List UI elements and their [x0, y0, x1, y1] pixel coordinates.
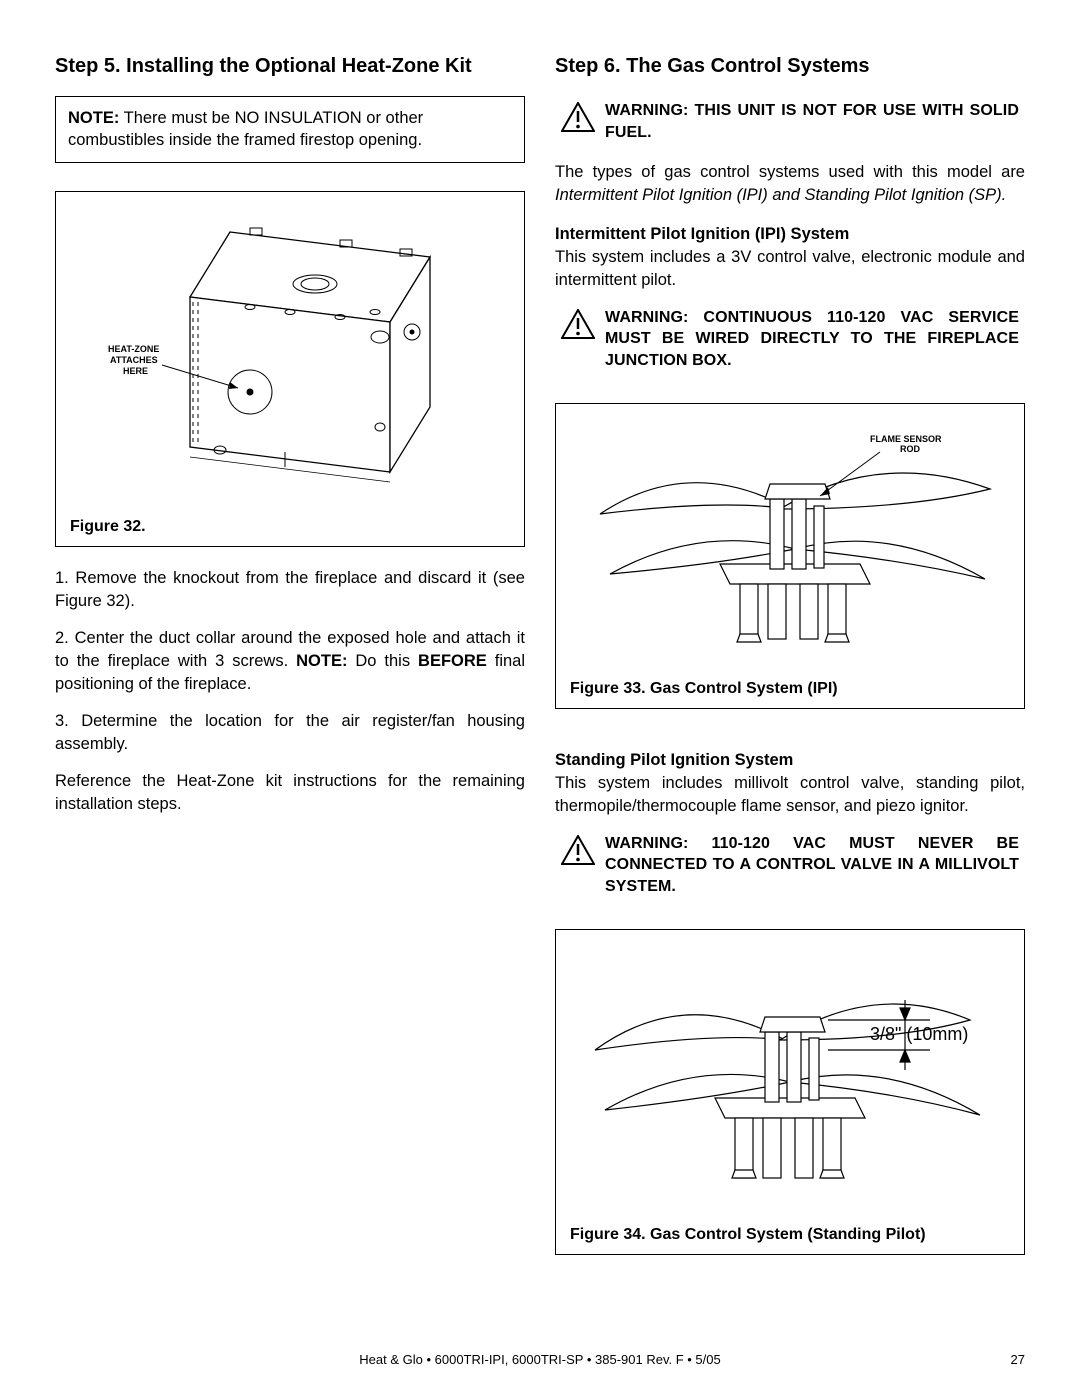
step5-heading: Step 5. Installing the Optional Heat-Zon…	[55, 55, 525, 78]
ipi-text: This system includes a 3V control valve,…	[555, 246, 1025, 292]
figure-33-caption: Figure 33. Gas Control System (IPI)	[566, 680, 1014, 698]
figure-33-box: FLAME SENSOR ROD Figure 33. Gas Control …	[555, 403, 1025, 709]
warning1-text: WARNING: THIS UNIT IS NOT FOR USE WITH S…	[605, 100, 1019, 143]
ipi-subhead: Intermittent Pilot Ignition (IPI) System	[555, 225, 1025, 244]
step5-p3: 3. Determine the location for the air re…	[55, 710, 525, 756]
sp-subhead: Standing Pilot Ignition System	[555, 751, 1025, 770]
figure-32-caption: Figure 32.	[66, 518, 514, 536]
warning-vac-junction: WARNING: CONTINUOUS 110-120 VAC SERVICE …	[555, 303, 1025, 376]
warning3-text: WARNING: 110-120 VAC MUST NEVER BE CONNE…	[605, 833, 1019, 898]
fig32-label-3: HERE	[123, 366, 148, 376]
step5-p4: Reference the Heat-Zone kit instructions…	[55, 770, 525, 816]
warning-icon	[561, 309, 595, 339]
step6-heading: Step 6. The Gas Control Systems	[555, 55, 1025, 78]
note-label: NOTE:	[68, 109, 119, 127]
figure-32-box: HEAT-ZONE ATTACHES HERE Figure 32.	[55, 191, 525, 547]
fig33-label-2: ROD	[900, 444, 921, 454]
fig34-dimension: 3/8" (10mm)	[870, 1024, 968, 1044]
fig33-label-1: FLAME SENSOR	[870, 434, 942, 444]
fig32-label-1: HEAT-ZONE	[108, 344, 159, 354]
footer-text: Heat & Glo • 6000TRI-IPI, 6000TRI-SP • 3…	[359, 1352, 720, 1367]
step5-p2: 2. Center the duct collar around the exp…	[55, 627, 525, 696]
warning-solid-fuel: WARNING: THIS UNIT IS NOT FOR USE WITH S…	[555, 96, 1025, 147]
warning-icon	[561, 835, 595, 865]
figure-34-svg: 3/8" (10mm)	[570, 940, 1010, 1220]
page-footer: Heat & Glo • 6000TRI-IPI, 6000TRI-SP • 3…	[55, 1352, 1025, 1367]
fig32-label-2: ATTACHES	[110, 355, 158, 365]
page-number: 27	[1011, 1352, 1025, 1367]
note-box: NOTE: There must be NO INSULATION or oth…	[55, 96, 525, 163]
figure-32-svg: HEAT-ZONE ATTACHES HERE	[90, 202, 490, 512]
figure-34-caption: Figure 34. Gas Control System (Standing …	[566, 1226, 1014, 1244]
figure-34-box: 3/8" (10mm) Figure 34. Gas Control Syste…	[555, 929, 1025, 1255]
warning-millivolt: WARNING: 110-120 VAC MUST NEVER BE CONNE…	[555, 829, 1025, 902]
step5-p1: 1. Remove the knockout from the fireplac…	[55, 567, 525, 613]
warning-icon	[561, 102, 595, 132]
sp-text: This system includes millivolt control v…	[555, 772, 1025, 818]
warning2-text: WARNING: CONTINUOUS 110-120 VAC SERVICE …	[605, 307, 1019, 372]
figure-33-svg: FLAME SENSOR ROD	[570, 414, 1010, 674]
intro-text: The types of gas control systems used wi…	[555, 161, 1025, 207]
note-text: There must be NO INSULATION or other com…	[68, 109, 423, 149]
